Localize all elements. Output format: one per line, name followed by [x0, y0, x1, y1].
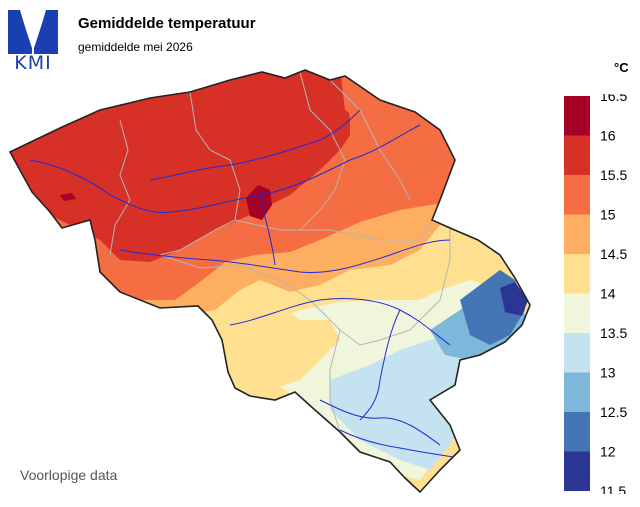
legend-swatch — [564, 214, 590, 254]
legend-swatch — [564, 333, 590, 373]
legend-swatch — [564, 175, 590, 215]
legend-tick-label: 12 — [600, 444, 616, 460]
legend-tick-label: 13.5 — [600, 325, 627, 341]
legend-swatch — [564, 96, 590, 136]
legend-tick-label: 15.5 — [600, 167, 627, 183]
kmi-logo — [8, 10, 58, 54]
temperature-zones — [10, 70, 530, 492]
legend-swatch — [564, 451, 590, 491]
legend-swatch — [564, 372, 590, 412]
temperature-legend: 16.5 16 15.5 15 14.5 14 13.5 13 12.5 12 11.5 — [564, 94, 627, 494]
province-borders — [109, 71, 451, 433]
legend-tick-label: 14 — [600, 286, 616, 302]
legend-tick-label: 14.5 — [600, 246, 627, 262]
legend-tick-label: 13 — [600, 365, 616, 381]
legend-unit: °C — [614, 60, 629, 75]
preliminary-data-note: Voorlopige data — [20, 467, 118, 483]
logo-text: KMI — [14, 52, 52, 74]
legend-tick-label: 11.5 — [600, 483, 626, 494]
legend-swatch — [564, 293, 590, 333]
legend-swatch — [564, 135, 590, 175]
legend-tick-label: 15 — [600, 207, 616, 223]
map-title: Gemiddelde temperatuur — [78, 15, 256, 32]
country-outline — [8, 69, 531, 494]
legend-tick-label: 16 — [600, 128, 616, 144]
legend-tick-label: 16.5 — [600, 94, 627, 104]
rivers — [29, 109, 461, 459]
temperature-map — [8, 69, 531, 494]
map-subtitle: gemiddelde mei 2026 — [78, 40, 193, 54]
legend-swatch — [564, 254, 590, 294]
legend-swatch — [564, 412, 590, 452]
legend-tick-label: 12.5 — [600, 404, 627, 420]
